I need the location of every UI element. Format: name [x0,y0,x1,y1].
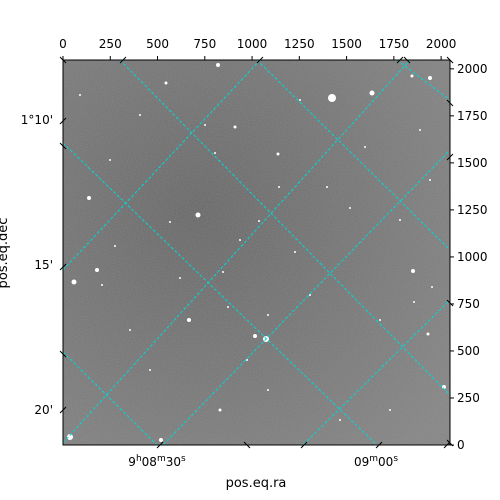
y-pixel-tick-label: 1500 [457,156,488,170]
dec-tick-label: 1°10' [21,113,53,127]
star [149,369,151,371]
grid-line [63,142,378,445]
grid-line [63,351,158,445]
star [276,152,280,156]
star [253,334,257,338]
star [294,251,296,253]
star [326,186,328,188]
star [309,294,311,296]
y-pixel-tick-label: 250 [457,391,480,405]
star [278,186,280,188]
star [216,63,220,67]
star [139,114,141,116]
y-pixel-tick-label: 1250 [457,203,488,217]
ra-tick-label: 9h08m30s [128,454,186,469]
star [339,419,341,421]
star-field [67,63,446,442]
x-pixel-tick-label: 1750 [379,37,410,51]
x-axis-label: pos.eq.ra [226,476,287,491]
grid-line [396,60,450,101]
star [413,301,415,303]
star [129,329,131,331]
star [79,94,81,96]
star [389,409,391,411]
star [426,332,430,336]
grid-line [302,299,450,445]
x-pixel-tick-label: 1000 [237,37,268,51]
star [328,94,336,102]
plot-frame [62,59,451,446]
star [419,129,421,131]
dec-tick-label: 15' [34,258,53,272]
coordinate-grid [63,60,450,445]
star [267,314,269,316]
star [233,125,237,129]
star [431,286,433,288]
ra-tick-label: 09m00s [354,454,398,469]
star [204,124,206,126]
image-panel [63,60,450,445]
star [410,74,414,78]
star [227,306,229,308]
star [214,152,216,154]
star [114,245,116,247]
star [364,146,366,148]
star [267,389,269,391]
x-pixel-tick-labels: 0 250 500 750 1000 1250 1500 1750 2000 [59,37,456,51]
world-tick-marks [59,56,454,449]
x-pixel-tick-label: 750 [193,37,216,51]
star [399,219,401,221]
grid-line [119,60,450,396]
x-pixel-tick-label: 1250 [284,37,315,51]
y-pixel-tick-label: 0 [457,438,465,452]
star [246,359,248,361]
x-pixel-tick-label: 0 [59,37,67,51]
star [218,408,222,412]
grid-line [162,149,450,445]
y-pixel-tick-label: 2000 [457,62,488,76]
star [109,159,111,161]
x-pixel-tick-label: 250 [99,37,122,51]
star [349,207,351,209]
y-pixel-tick-labels: 0 250 500 750 1000 1250 1500 1750 2000 [457,62,488,452]
star [411,269,415,273]
star [428,76,432,80]
star [239,239,241,241]
star [164,81,168,85]
star [369,90,375,96]
star [87,196,91,200]
x-pixel-tick-label: 2000 [426,37,457,51]
star [169,221,171,223]
star [429,179,431,181]
y-pixel-tick-label: 1750 [457,109,488,123]
grid-line [256,60,450,251]
star [67,434,73,440]
y-pixel-tick-label: 1000 [457,250,488,264]
star [101,284,103,286]
star [179,277,181,279]
grid-line [63,60,261,271]
star [258,220,260,222]
dec-tick-label: 20' [34,403,53,417]
star [95,268,99,272]
star [379,319,381,321]
star [187,318,191,322]
x-pixel-tick-label: 500 [146,37,169,51]
star [71,279,77,285]
star [195,212,201,218]
y-axis-label: pos.eq.dec [0,218,11,289]
star [299,99,301,101]
star [159,438,163,442]
grid-line [63,60,411,444]
y-pixel-tick-label: 500 [457,344,480,358]
y-pixel-tick-label: 750 [457,297,480,311]
star [222,271,224,273]
x-pixel-tick-label: 1500 [331,37,362,51]
